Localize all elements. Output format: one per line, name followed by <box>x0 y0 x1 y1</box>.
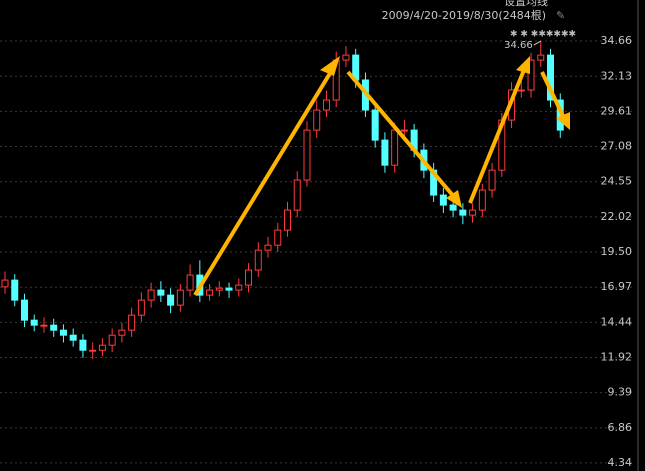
candle-body <box>274 229 282 246</box>
candle-body <box>128 314 136 331</box>
candle-body <box>547 54 555 101</box>
candle-body <box>235 284 243 291</box>
date-range: 2009/4/20-2019/8/30(2484根) <box>382 8 546 22</box>
y-tick-label: 11.92 <box>601 350 633 363</box>
candle-body <box>98 344 106 351</box>
plot: 34.66 32.13 29.61 27.08 24.55 22.02 19.50 16.97… <box>0 34 635 469</box>
candle-body <box>59 329 67 336</box>
candle-body <box>176 289 184 306</box>
y-tick-label: 9.39 <box>608 386 633 399</box>
candle-body <box>264 244 272 251</box>
chart-title: 设置均线 <box>504 0 548 8</box>
candle-body <box>449 204 457 211</box>
candle-body <box>303 129 311 181</box>
y-tick-label: 24.55 <box>601 175 633 188</box>
candle-body <box>11 279 19 301</box>
candle-body <box>20 299 28 321</box>
candle-body <box>137 299 145 316</box>
marker-icons: ✱ ✱ ✱✱✱✱✱✱ <box>510 30 576 40</box>
candle-body <box>157 289 165 296</box>
candle-body <box>108 334 116 346</box>
y-tick-label: 34.66 <box>601 34 633 47</box>
candle-body <box>215 287 223 291</box>
candle-body <box>391 129 399 166</box>
y-tick-label: 14.44 <box>601 315 633 328</box>
y-tick-label: 16.97 <box>601 280 633 293</box>
y-tick-label: 27.08 <box>601 140 633 153</box>
trend-arrows <box>193 56 570 297</box>
candle-body <box>284 209 291 231</box>
candle-body <box>381 139 389 166</box>
candle-body <box>245 269 253 286</box>
candle-body <box>371 109 379 141</box>
y-tick-label: 4.34 <box>608 456 633 469</box>
y-tick-label: 6.86 <box>608 421 633 434</box>
candle-body <box>400 129 408 132</box>
candle-body <box>79 339 87 351</box>
y-tick-label: 22.02 <box>601 210 633 223</box>
candle-body <box>118 329 126 336</box>
candle-body <box>89 349 97 352</box>
candle-body <box>488 169 496 191</box>
candle-body <box>537 54 545 61</box>
candle-body <box>469 209 477 216</box>
pin-icon[interactable]: ✎ <box>556 9 565 22</box>
candle-body <box>167 294 175 306</box>
candle-body <box>313 109 321 131</box>
candle-body <box>30 319 38 326</box>
candle-body <box>50 324 58 331</box>
max-label: 34.66 <box>504 40 533 51</box>
candle-body <box>459 209 467 216</box>
candle-body <box>225 287 233 291</box>
y-tick-label: 29.61 <box>601 104 633 117</box>
y-tick-label: 32.13 <box>601 69 633 82</box>
candle-body <box>322 99 330 111</box>
candle-body <box>69 334 77 341</box>
candle-body <box>439 194 447 206</box>
candle-body <box>342 54 350 61</box>
candle-body <box>517 89 525 92</box>
candle-body <box>147 289 155 301</box>
candle-body <box>40 324 48 327</box>
y-tick-label: 19.50 <box>601 245 633 258</box>
candle-body <box>1 279 9 288</box>
candle-body <box>478 189 486 211</box>
candle-body <box>254 249 262 271</box>
candle-body <box>527 59 535 91</box>
candle-body <box>186 274 194 291</box>
candle-body <box>293 179 301 211</box>
candle-body <box>206 289 214 296</box>
max-pointer <box>533 40 542 46</box>
